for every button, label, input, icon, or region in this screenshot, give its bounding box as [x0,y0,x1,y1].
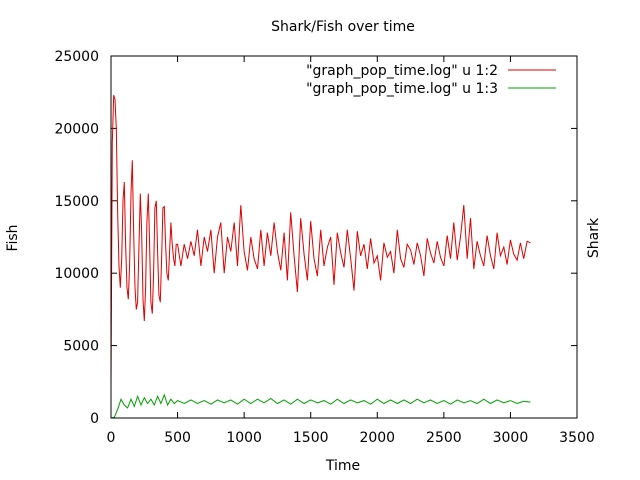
y2-axis-label: Shark [586,217,602,258]
plot-frame [110,55,578,419]
series-line-2 [110,393,531,419]
series-line-1 [110,94,531,384]
y-axis-label: Fish [5,224,21,251]
y-tick-label: 20000 [54,121,99,137]
legend: "graph_pop_time.log" u 1:2 "graph_pop_ti… [306,63,556,97]
y-tick-label: 15000 [54,194,99,210]
x-tick-label: 1000 [226,430,262,446]
y-tick-label: 5000 [63,339,99,355]
x-tick-label: 2500 [426,430,462,446]
series-layer [110,94,531,419]
x-axis-ticks: 0 500 1000 1500 2000 2500 3000 3500 [107,56,595,446]
legend-label-series-2: "graph_pop_time.log" u 1:3 [306,81,498,97]
chart-title: Shark/Fish over time [271,19,415,35]
x-tick-label: 0 [107,430,116,446]
y-axis-ticks: 0 5000 10000 15000 20000 25000 [54,49,577,427]
x-tick-label: 3500 [559,430,595,446]
x-tick-label: 1500 [293,430,329,446]
y-tick-label: 25000 [54,49,99,65]
y-tick-label: 10000 [54,266,99,282]
x-tick-label: 2000 [359,430,395,446]
y-tick-label: 0 [90,411,99,427]
x-tick-label: 3000 [493,430,529,446]
x-axis-label: Time [325,458,360,474]
legend-label-series-1: "graph_pop_time.log" u 1:2 [306,63,498,79]
x-tick-label: 500 [164,430,191,446]
